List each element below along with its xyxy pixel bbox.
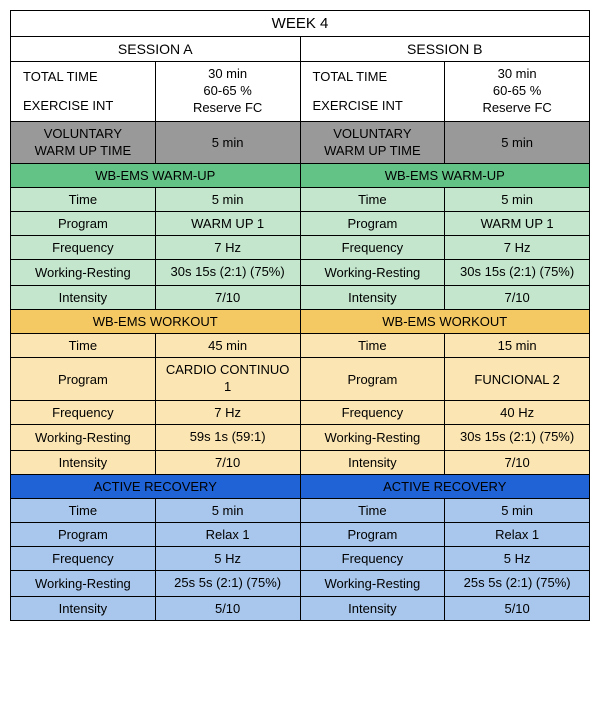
label-frequency: Frequency bbox=[11, 547, 156, 571]
warmup-a-program: WARM UP 1 bbox=[155, 212, 300, 236]
total-time-text: 30 min bbox=[451, 66, 583, 83]
workout-header-a: WB-EMS WORKOUT bbox=[11, 310, 301, 334]
total-time-text: 30 min bbox=[162, 66, 294, 83]
exint-line1: 60-65 % bbox=[162, 83, 294, 100]
voluntary-line2: WARM UP TIME bbox=[17, 143, 149, 160]
warmup-a-time: 5 min bbox=[155, 188, 300, 212]
label-workrest: Working-Resting bbox=[11, 260, 156, 286]
exint-line2: Reserve FC bbox=[451, 100, 583, 117]
session-b-header: SESSION B bbox=[300, 37, 590, 62]
total-time-label-text: TOTAL TIME bbox=[23, 69, 149, 84]
recovery-a-program: Relax 1 bbox=[155, 523, 300, 547]
label-time: Time bbox=[11, 188, 156, 212]
label-frequency: Frequency bbox=[300, 401, 445, 425]
label-intensity: Intensity bbox=[11, 596, 156, 620]
label-program: Program bbox=[300, 358, 445, 401]
recovery-a-intensity: 5/10 bbox=[155, 596, 300, 620]
workout-b-freq: 40 Hz bbox=[445, 401, 590, 425]
total-time-label-a: TOTAL TIME EXERCISE INT bbox=[11, 62, 156, 122]
label-intensity: Intensity bbox=[300, 286, 445, 310]
total-time-label-text: TOTAL TIME bbox=[313, 69, 439, 84]
workout-a-program: CARDIO CONTINUO 1 bbox=[155, 358, 300, 401]
label-frequency: Frequency bbox=[11, 401, 156, 425]
label-frequency: Frequency bbox=[11, 236, 156, 260]
label-program: Program bbox=[11, 212, 156, 236]
warmup-b-workrest: 30s 15s (2:1) (75%) bbox=[445, 260, 590, 286]
label-intensity: Intensity bbox=[11, 451, 156, 475]
voluntary-value-a: 5 min bbox=[155, 121, 300, 164]
voluntary-label-a: VOLUNTARY WARM UP TIME bbox=[11, 121, 156, 164]
recovery-b-freq: 5 Hz bbox=[445, 547, 590, 571]
recovery-a-time: 5 min bbox=[155, 499, 300, 523]
label-frequency: Frequency bbox=[300, 236, 445, 260]
workout-header-b: WB-EMS WORKOUT bbox=[300, 310, 590, 334]
workout-a-intensity: 7/10 bbox=[155, 451, 300, 475]
total-time-label-b: TOTAL TIME EXERCISE INT bbox=[300, 62, 445, 122]
workout-table: WEEK 4 SESSION A SESSION B TOTAL TIME EX… bbox=[10, 10, 590, 621]
session-a-header: SESSION A bbox=[11, 37, 301, 62]
exint-line2: Reserve FC bbox=[162, 100, 294, 117]
exercise-int-label-text: EXERCISE INT bbox=[23, 98, 149, 113]
workout-b-workrest: 30s 15s (2:1) (75%) bbox=[445, 425, 590, 451]
recovery-a-workrest: 25s 5s (2:1) (75%) bbox=[155, 571, 300, 597]
label-program: Program bbox=[11, 358, 156, 401]
label-intensity: Intensity bbox=[300, 596, 445, 620]
exercise-int-label-text: EXERCISE INT bbox=[313, 98, 439, 113]
workout-a-workrest: 59s 1s (59:1) bbox=[155, 425, 300, 451]
total-time-value-a: 30 min 60-65 % Reserve FC bbox=[155, 62, 300, 122]
workout-b-time: 15 min bbox=[445, 334, 590, 358]
recovery-b-workrest: 25s 5s (2:1) (75%) bbox=[445, 571, 590, 597]
warmup-a-workrest: 30s 15s (2:1) (75%) bbox=[155, 260, 300, 286]
label-workrest: Working-Resting bbox=[11, 571, 156, 597]
workout-a-freq: 7 Hz bbox=[155, 401, 300, 425]
warmup-b-freq: 7 Hz bbox=[445, 236, 590, 260]
label-workrest: Working-Resting bbox=[300, 571, 445, 597]
exint-line1: 60-65 % bbox=[451, 83, 583, 100]
voluntary-line1: VOLUNTARY bbox=[307, 126, 439, 143]
recovery-b-program: Relax 1 bbox=[445, 523, 590, 547]
label-time: Time bbox=[300, 499, 445, 523]
warmup-a-intensity: 7/10 bbox=[155, 286, 300, 310]
warmup-header-b: WB-EMS WARM-UP bbox=[300, 164, 590, 188]
total-time-value-b: 30 min 60-65 % Reserve FC bbox=[445, 62, 590, 122]
label-workrest: Working-Resting bbox=[300, 260, 445, 286]
warmup-b-program: WARM UP 1 bbox=[445, 212, 590, 236]
voluntary-line1: VOLUNTARY bbox=[17, 126, 149, 143]
label-time: Time bbox=[300, 334, 445, 358]
recovery-header-b: ACTIVE RECOVERY bbox=[300, 475, 590, 499]
week-title: WEEK 4 bbox=[11, 11, 590, 37]
workout-b-intensity: 7/10 bbox=[445, 451, 590, 475]
workout-b-program: FUNCIONAL 2 bbox=[445, 358, 590, 401]
workout-a-time: 45 min bbox=[155, 334, 300, 358]
voluntary-value-b: 5 min bbox=[445, 121, 590, 164]
recovery-b-intensity: 5/10 bbox=[445, 596, 590, 620]
label-frequency: Frequency bbox=[300, 547, 445, 571]
label-time: Time bbox=[300, 188, 445, 212]
warmup-header-a: WB-EMS WARM-UP bbox=[11, 164, 301, 188]
label-workrest: Working-Resting bbox=[11, 425, 156, 451]
label-workrest: Working-Resting bbox=[300, 425, 445, 451]
recovery-a-freq: 5 Hz bbox=[155, 547, 300, 571]
warmup-b-time: 5 min bbox=[445, 188, 590, 212]
label-intensity: Intensity bbox=[300, 451, 445, 475]
label-program: Program bbox=[300, 523, 445, 547]
voluntary-label-b: VOLUNTARY WARM UP TIME bbox=[300, 121, 445, 164]
label-time: Time bbox=[11, 334, 156, 358]
label-program: Program bbox=[11, 523, 156, 547]
recovery-b-time: 5 min bbox=[445, 499, 590, 523]
voluntary-line2: WARM UP TIME bbox=[307, 143, 439, 160]
label-program: Program bbox=[300, 212, 445, 236]
warmup-a-freq: 7 Hz bbox=[155, 236, 300, 260]
warmup-b-intensity: 7/10 bbox=[445, 286, 590, 310]
label-time: Time bbox=[11, 499, 156, 523]
label-intensity: Intensity bbox=[11, 286, 156, 310]
recovery-header-a: ACTIVE RECOVERY bbox=[11, 475, 301, 499]
